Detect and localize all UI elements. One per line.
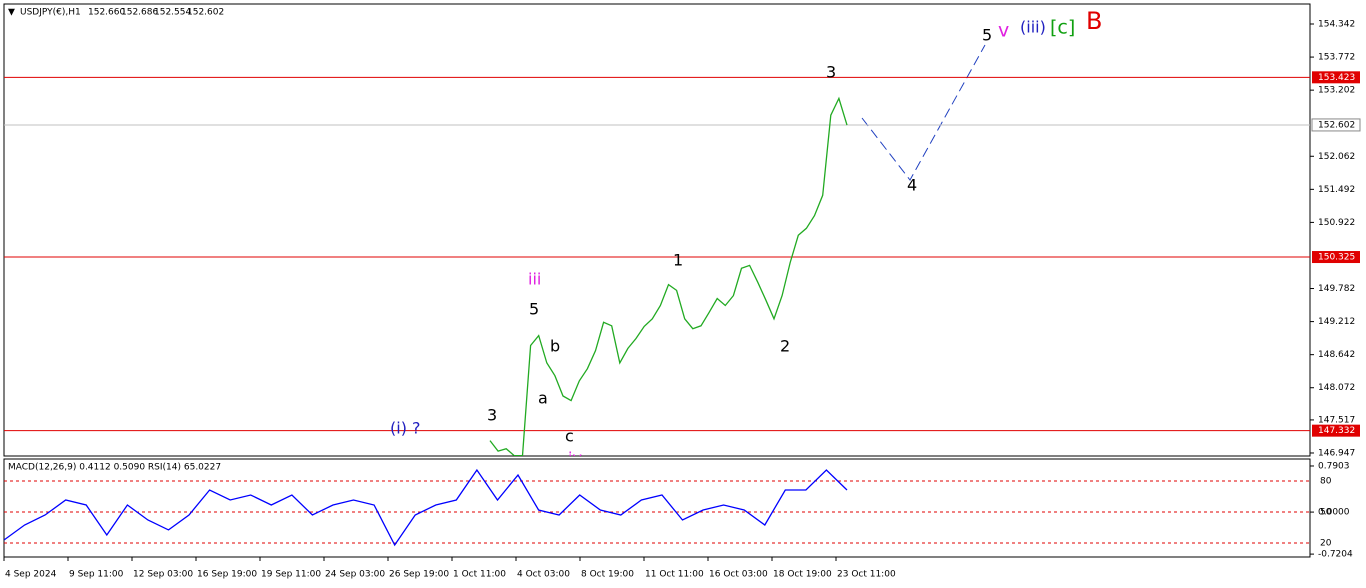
x-tick-label: 23 Oct 11:00 (837, 570, 896, 580)
y-tick-label: 148.642 (1318, 350, 1355, 360)
level-box (1312, 251, 1360, 264)
level-label: 150.325 (1318, 253, 1355, 263)
wave-label: b (550, 337, 560, 356)
y2-tick-label: 0.7903 (1318, 461, 1350, 471)
y-tick-label: 153.772 (1318, 53, 1355, 63)
y-tick-label: 149.782 (1318, 284, 1355, 294)
level-label: 153.423 (1318, 73, 1355, 83)
wave-label: v (998, 20, 1009, 42)
x-tick-label: 4 Oct 03:00 (517, 570, 570, 580)
x-tick-label: 4 Sep 2024 (5, 570, 57, 580)
quote: 152.686 (121, 8, 158, 18)
y-tick-label: 148.072 (1318, 383, 1355, 393)
x-tick-label: 12 Sep 03:00 (133, 570, 193, 580)
quote: 152.660 (88, 8, 125, 18)
wave-label: iii (528, 270, 541, 289)
x-tick-label: 1 Oct 11:00 (453, 570, 506, 580)
x-tick-label: 16 Oct 03:00 (709, 570, 768, 580)
wave-label: 5 (529, 300, 539, 319)
y2-tick-label: 0.0000 (1318, 508, 1350, 518)
wave-label: 1 (673, 251, 683, 270)
wave-label: iv (568, 449, 582, 468)
projection (861, 44, 986, 181)
x-tick-label: 9 Sep 11:00 (69, 570, 124, 580)
y-tick-label: 80 (1320, 476, 1332, 486)
y-tick-label: 154.342 (1318, 20, 1355, 30)
wave-label: a (538, 389, 548, 408)
sub-plot (4, 468, 1310, 547)
current-price-label: 152.602 (1318, 120, 1355, 130)
y-tick-label: 152.062 (1318, 152, 1355, 162)
level-label: 147.332 (1318, 426, 1355, 436)
level-box (1312, 424, 1360, 437)
x-tick-label: 18 Oct 19:00 (773, 570, 832, 580)
quote: 152.602 (187, 8, 224, 18)
series-line (489, 96, 848, 456)
current-price-box (1311, 118, 1361, 132)
x-tick-label: 26 Sep 19:00 (389, 570, 449, 580)
wave-label: 3 (487, 406, 497, 425)
wave-label: (i) ? (390, 419, 421, 438)
wave-label: 4 (907, 176, 917, 195)
x-tick-label: 19 Sep 11:00 (261, 570, 321, 580)
wave-label: 5 (982, 26, 992, 45)
y-tick-label: 147.517 (1318, 415, 1355, 425)
quote: 152.554 (154, 8, 191, 18)
main-panel (3, 3, 1311, 457)
x-tick-label: 8 Oct 19:00 (581, 570, 634, 580)
y-tick-label: 50 (1320, 507, 1332, 517)
y2-tick-label: -0.7204 (1318, 550, 1353, 560)
wave-label: (iii) (1020, 18, 1046, 37)
wave-label: B (1086, 7, 1102, 35)
wave-label: c (565, 427, 574, 446)
triangle: ▼ (8, 8, 15, 18)
x-tick-label: 24 Sep 03:00 (325, 570, 385, 580)
x-tick-label: 16 Sep 19:00 (197, 570, 257, 580)
wave-label: 2 (780, 337, 790, 356)
y-tick-label: 151.492 (1318, 185, 1355, 195)
series-line (4, 468, 848, 547)
wave-label: [c] (1050, 17, 1075, 39)
y-tick-label: 146.947 (1318, 448, 1355, 458)
wave-label: 3 (826, 63, 836, 82)
x-tick-label: 11 Oct 11:00 (645, 570, 704, 580)
sub-panel (3, 458, 1311, 558)
level-box (1312, 71, 1360, 84)
y-tick-label: 20 (1320, 538, 1332, 548)
y-tick-label: 153.202 (1318, 86, 1355, 96)
y-tick-label: 149.212 (1318, 317, 1355, 327)
y-tick-label: 150.922 (1318, 218, 1355, 228)
symbol: USDJPY(€),H1 (20, 8, 81, 18)
indicator-title: MACD(12,26,9) 0.4112 0.5090 RSI(14) 65.0… (8, 463, 221, 473)
